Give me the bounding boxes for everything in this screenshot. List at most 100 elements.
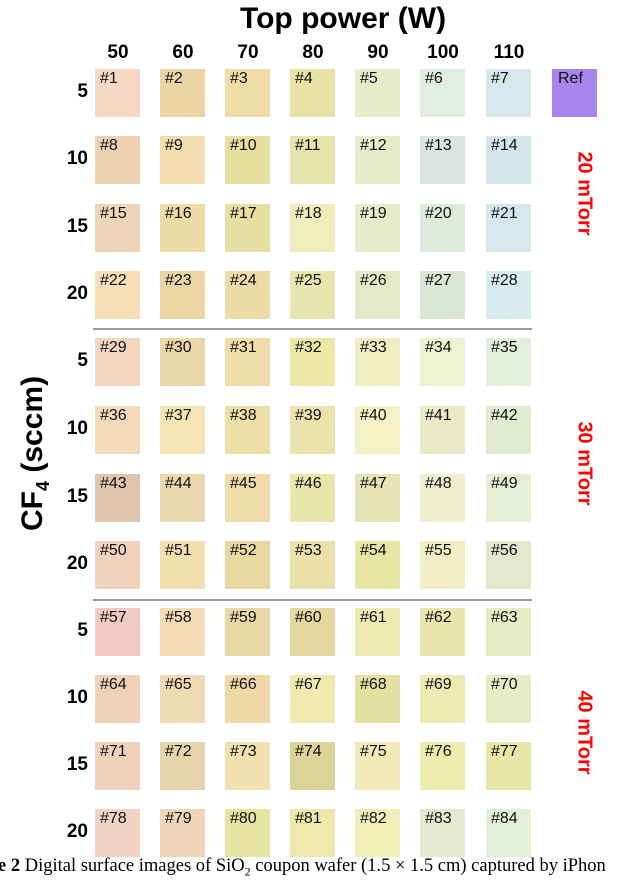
sample-label: #84 xyxy=(491,810,518,827)
sample-swatch: #47 xyxy=(355,474,400,522)
sample-label: #31 xyxy=(230,339,257,356)
sample-label: #20 xyxy=(425,205,452,222)
row-header: 20 xyxy=(66,553,88,574)
column-header: 100 xyxy=(427,42,459,63)
sample-label: #2 xyxy=(165,70,183,87)
sample-swatch: #51 xyxy=(160,541,205,589)
sample-label: #73 xyxy=(230,743,257,760)
sample-label: #56 xyxy=(491,542,518,559)
sample-swatch: #81 xyxy=(290,809,335,857)
sample-swatch: #27 xyxy=(420,271,465,319)
sample-swatch: #20 xyxy=(420,204,465,252)
caption-label: e 2 xyxy=(0,856,21,876)
sample-label: #15 xyxy=(100,205,127,222)
sample-swatch: #84 xyxy=(486,809,531,857)
sample-swatch: #40 xyxy=(355,406,400,454)
sample-swatch: #77 xyxy=(486,742,531,790)
sample-label: #28 xyxy=(491,272,518,289)
sample-label: #12 xyxy=(360,137,387,154)
sample-swatch: #72 xyxy=(160,742,205,790)
caption-text: coupon wafer (1.5 × 1.5 cm) captured by … xyxy=(250,856,606,876)
sample-swatch: #19 xyxy=(355,204,400,252)
sample-swatch: #37 xyxy=(160,406,205,454)
column-header: 70 xyxy=(237,42,259,63)
sample-label: #18 xyxy=(295,205,322,222)
sample-swatch: #11 xyxy=(290,136,335,184)
sample-swatch: #35 xyxy=(486,338,531,386)
sample-label: #37 xyxy=(165,407,192,424)
sample-label: #65 xyxy=(165,676,192,693)
y-axis-title-main: CF xyxy=(16,491,49,531)
sample-label: #5 xyxy=(360,70,378,87)
sample-label: #66 xyxy=(230,676,257,693)
sample-swatch: #79 xyxy=(160,809,205,857)
sample-label: #44 xyxy=(165,475,192,492)
sample-swatch: #58 xyxy=(160,608,205,656)
sample-label: #8 xyxy=(100,137,118,154)
sample-label: #68 xyxy=(360,676,387,693)
sample-label: #42 xyxy=(491,407,518,424)
column-header: 80 xyxy=(302,42,324,63)
pressure-label: 20 mTorr xyxy=(573,151,596,236)
sample-swatch: #45 xyxy=(225,474,270,522)
sample-label: #40 xyxy=(360,407,387,424)
sample-label: #13 xyxy=(425,137,452,154)
sample-label: #77 xyxy=(491,743,518,760)
sample-swatch: #64 xyxy=(95,675,140,723)
row-header: 5 xyxy=(77,350,88,371)
sample-swatch: #54 xyxy=(355,541,400,589)
reference-label: Ref xyxy=(558,70,583,87)
caption-text: Digital surface images of SiO xyxy=(20,856,245,876)
sample-label: #34 xyxy=(425,339,452,356)
sample-label: #54 xyxy=(360,542,387,559)
sample-swatch: #15 xyxy=(95,204,140,252)
figure-caption: e 2 Digital surface images of SiO2 coupo… xyxy=(0,856,606,880)
sample-label: #78 xyxy=(100,810,127,827)
sample-swatch: #70 xyxy=(486,675,531,723)
sample-swatch: #39 xyxy=(290,406,335,454)
row-header: 10 xyxy=(66,148,88,169)
sample-swatch: #24 xyxy=(225,271,270,319)
sample-label: #24 xyxy=(230,272,257,289)
sample-label: #29 xyxy=(100,339,127,356)
row-header: 15 xyxy=(66,754,88,775)
sample-label: #16 xyxy=(165,205,192,222)
sample-label: #52 xyxy=(230,542,257,559)
sample-label: #58 xyxy=(165,609,192,626)
row-header: 10 xyxy=(66,687,88,708)
sample-label: #69 xyxy=(425,676,452,693)
sample-label: #32 xyxy=(295,339,322,356)
sample-swatch: #16 xyxy=(160,204,205,252)
sample-swatch: #44 xyxy=(160,474,205,522)
sample-swatch: #66 xyxy=(225,675,270,723)
sample-label: #71 xyxy=(100,743,127,760)
sample-swatch: #80 xyxy=(225,809,270,857)
group-separator xyxy=(93,328,532,330)
sample-swatch: #61 xyxy=(355,608,400,656)
sample-label: #19 xyxy=(360,205,387,222)
sample-label: #7 xyxy=(491,70,509,87)
sample-label: #80 xyxy=(230,810,257,827)
sample-label: #49 xyxy=(491,475,518,492)
sample-label: #36 xyxy=(100,407,127,424)
sample-swatch: #17 xyxy=(225,204,270,252)
sample-label: #43 xyxy=(100,475,127,492)
sample-swatch: #73 xyxy=(225,742,270,790)
column-header: 90 xyxy=(367,42,389,63)
sample-label: #53 xyxy=(295,542,322,559)
row-header: 5 xyxy=(77,620,88,641)
sample-swatch: #56 xyxy=(486,541,531,589)
row-header: 20 xyxy=(66,821,88,842)
sample-label: #9 xyxy=(165,137,183,154)
sample-label: #70 xyxy=(491,676,518,693)
sample-swatch: #55 xyxy=(420,541,465,589)
sample-swatch: #59 xyxy=(225,608,270,656)
sample-label: #79 xyxy=(165,810,192,827)
pressure-label: 40 mTorr xyxy=(573,689,596,775)
column-header: 50 xyxy=(107,42,129,63)
row-header: 15 xyxy=(66,216,88,237)
sample-label: #51 xyxy=(165,542,192,559)
sample-label: #59 xyxy=(230,609,257,626)
sample-swatch: #49 xyxy=(486,474,531,522)
sample-swatch: #10 xyxy=(225,136,270,184)
